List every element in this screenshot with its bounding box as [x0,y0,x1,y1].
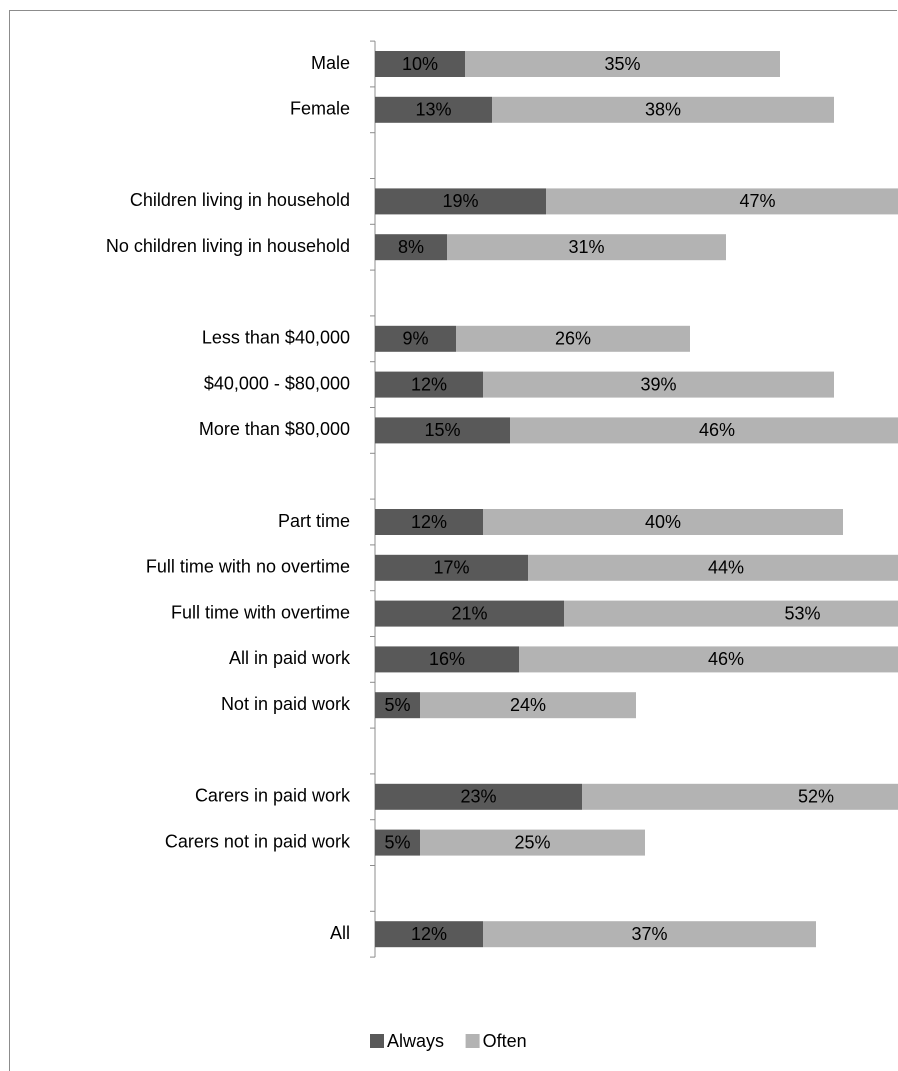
data-label-always: 10% [402,54,438,74]
data-label-often: 26% [555,329,591,349]
bar-segment-always [375,600,564,627]
data-label-often: 44% [708,558,744,578]
data-label-always: 5% [384,695,410,715]
data-label-often: 39% [640,374,676,394]
bar-segment-often [564,600,898,627]
category-label: All in paid work [229,648,351,668]
bar-segment-always [375,51,465,77]
category-label: $40,000 - $80,000 [204,373,350,393]
data-label-always: 21% [451,603,487,623]
bar-segment-always [375,96,492,123]
bar-segment-often [456,325,690,352]
category-label: More than $80,000 [199,419,350,439]
data-label-always: 12% [411,512,447,532]
legend: Always Often [370,1031,527,1051]
bar-segment-often [447,234,726,261]
data-label-often: 52% [798,787,834,807]
category-labels: Male Female Children living in household No… [106,53,351,943]
category-label: Full time with overtime [171,602,350,622]
data-label-often: 46% [699,420,735,440]
bar-segment-always [375,783,582,810]
bar-segment-often [483,509,843,535]
category-label: Carers not in paid work [165,831,351,851]
bar-segment-always [375,234,447,261]
bar-segment-often [519,646,898,673]
category-label: Carers in paid work [195,786,351,806]
data-label-often: 24% [510,695,546,715]
data-label-always: 5% [384,832,410,852]
bar-segment-often [465,51,780,77]
bar-segment-always [375,509,483,535]
bar-segment-often [492,96,834,123]
bar-segment-often [483,371,834,398]
data-label-always: 17% [433,558,469,578]
category-label: Less than $40,000 [202,328,350,348]
bar-segment-always [375,371,483,398]
bar-segment-always [375,921,483,948]
legend-label-often: Often [483,1031,527,1051]
data-label-often: 46% [708,649,744,669]
legend-swatch-often [465,1034,480,1048]
data-label-often: 40% [645,512,681,532]
bar-segment-always [375,829,420,856]
data-label-always: 13% [415,100,451,120]
data-label-always: 15% [424,420,460,440]
bar-segment-always [375,417,510,444]
data-label-always: 9% [402,329,428,349]
legend-swatch-always [370,1034,384,1048]
data-label-always: 19% [442,191,478,211]
data-label-always: 12% [411,374,447,394]
data-label-always: 23% [460,787,496,807]
bar-segment-often [528,554,898,581]
data-label-often: 31% [568,237,604,257]
data-label-often: 25% [514,832,550,852]
data-label-always: 12% [411,924,447,944]
data-label-often: 53% [784,603,820,623]
legend-label-always: Always [387,1031,444,1051]
bar-segment-often [483,921,816,948]
category-label: Full time with no overtime [146,557,350,577]
bar-segment-often [420,692,636,719]
bar-segment-always [375,325,456,352]
data-label-often: 37% [631,924,667,944]
bar-segment-always [375,646,519,673]
bar-segment-always [375,554,528,581]
data-label-often: 38% [645,100,681,120]
data-label-always: 8% [398,237,424,257]
data-label-often: 35% [604,54,640,74]
bar-segment-always [375,188,546,215]
bar-segment-often [510,417,898,444]
category-label: Part time [278,511,350,531]
chart-frame [9,10,897,1071]
category-label: All [330,923,350,943]
category-label: Not in paid work [221,694,351,714]
bar-segment-often [546,188,898,215]
bars: 10% 35% 13% 38% 19% 47% 8% 31% 9% 26% 12% 39% 15% 46%… [375,51,898,948]
category-label: Female [290,99,350,119]
y-axis [370,40,376,958]
bar-segment-often [420,829,645,856]
data-label-always: 16% [429,649,465,669]
bar-segment-often [582,783,898,810]
category-label: Male [311,53,350,73]
data-label-often: 47% [739,191,775,211]
category-label: Children living in household [130,190,350,210]
bar-segment-always [375,692,420,719]
category-label: No children living in household [106,236,350,256]
